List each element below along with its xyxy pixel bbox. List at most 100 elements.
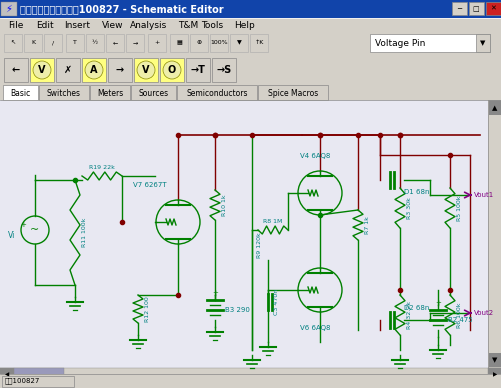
Text: →: → (116, 65, 124, 75)
Bar (126, 34, 144, 52)
Bar (86, 34, 104, 52)
Bar (0, 56, 501, 84)
Text: ▼: ▼ (479, 40, 485, 46)
Bar (0, 32, 501, 56)
Bar (488, 353, 500, 367)
Text: ⚡: ⚡ (6, 4, 13, 14)
Bar (0, 5, 501, 6)
Bar (0, 1, 501, 2)
Bar (90, 85, 130, 100)
Text: ▦: ▦ (176, 40, 181, 45)
Text: R8 1M: R8 1M (263, 219, 282, 224)
Bar (0, 100, 487, 368)
Bar (2, 376, 74, 387)
Circle shape (85, 61, 103, 79)
Text: V6 6AQ8: V6 6AQ8 (300, 325, 330, 331)
Bar (148, 34, 166, 52)
Text: Sources: Sources (138, 88, 168, 97)
Bar (0, 368, 14, 382)
Text: ─: ─ (456, 6, 460, 12)
Bar (451, 2, 466, 15)
Bar (24, 34, 42, 52)
Text: ⊕: ⊕ (196, 40, 201, 45)
Bar (170, 34, 188, 52)
Text: T: T (73, 40, 77, 45)
Text: ←: ← (12, 65, 20, 75)
Bar (4, 58, 28, 82)
Bar (0, 10, 501, 11)
Bar (0, 7, 501, 8)
Text: →S: →S (216, 65, 231, 75)
Text: ◀: ◀ (5, 372, 9, 378)
Text: Help: Help (233, 21, 254, 29)
Bar (0, 13, 501, 14)
Text: R19 22k: R19 22k (89, 165, 115, 170)
Text: ↖: ↖ (11, 40, 16, 45)
Text: Tools: Tools (200, 21, 222, 29)
Bar (3, 85, 38, 100)
Text: R12 100: R12 100 (145, 296, 150, 322)
Bar (487, 100, 501, 368)
Text: K: K (31, 40, 35, 45)
Bar (475, 34, 489, 52)
Text: Basic: Basic (11, 88, 31, 97)
Text: Meters: Meters (97, 88, 123, 97)
Text: ▼: ▼ (236, 40, 241, 45)
Text: ▼: ▼ (491, 357, 496, 363)
Text: R5 100k: R5 100k (456, 195, 461, 221)
Bar (82, 58, 106, 82)
Text: Insert: Insert (64, 21, 90, 29)
Text: 100%: 100% (210, 40, 227, 45)
Text: →: → (132, 40, 137, 45)
Bar (0, 2, 501, 3)
Text: V: V (142, 65, 149, 75)
Bar (39, 85, 89, 100)
Text: D2 68n: D2 68n (403, 305, 428, 311)
Text: Vout1: Vout1 (473, 192, 493, 198)
Bar (66, 34, 84, 52)
Bar (229, 34, 247, 52)
Circle shape (137, 61, 155, 79)
Bar (160, 58, 184, 82)
Text: Switches: Switches (47, 88, 81, 97)
Bar (488, 101, 500, 115)
Text: ½: ½ (92, 40, 98, 45)
Bar (0, 9, 501, 10)
Bar (0, 14, 501, 15)
Bar (485, 2, 500, 15)
Text: C3 470n: C3 470n (274, 289, 279, 315)
Bar (0, 4, 501, 5)
Text: Vout2: Vout2 (473, 310, 493, 316)
Bar (189, 34, 207, 52)
Bar (211, 58, 235, 82)
Bar (0, 12, 501, 13)
Text: R9 120k: R9 120k (257, 232, 262, 258)
Text: R10 1k: R10 1k (221, 194, 226, 216)
Text: /: / (52, 40, 54, 45)
Bar (14, 368, 64, 382)
Text: 初段と位相反転の回路100827 - Schematic Editor: 初段と位相反転の回路100827 - Schematic Editor (20, 4, 223, 14)
Text: →T: →T (190, 65, 205, 75)
Text: R7 1k: R7 1k (364, 216, 369, 234)
Text: V7 6267T: V7 6267T (133, 182, 166, 188)
Bar (0, 0, 501, 18)
Bar (0, 6, 501, 7)
Text: ~: ~ (31, 225, 40, 235)
Text: 回路100827: 回路100827 (5, 378, 40, 384)
Text: Vi: Vi (8, 230, 15, 239)
Bar (44, 34, 62, 52)
Text: □: □ (472, 6, 478, 12)
Text: +: + (154, 40, 159, 45)
Text: View: View (102, 21, 123, 29)
Bar (0, 374, 501, 388)
Bar (369, 34, 489, 52)
Text: Semiconductors: Semiconductors (186, 88, 247, 97)
Bar (0, 0, 501, 1)
Text: O: O (167, 65, 176, 75)
Text: +: + (20, 222, 26, 228)
Text: B2 475: B2 475 (447, 317, 471, 323)
Text: ←: ← (112, 40, 117, 45)
Bar (30, 58, 54, 82)
Text: A: A (90, 65, 98, 75)
Bar (0, 18, 501, 32)
